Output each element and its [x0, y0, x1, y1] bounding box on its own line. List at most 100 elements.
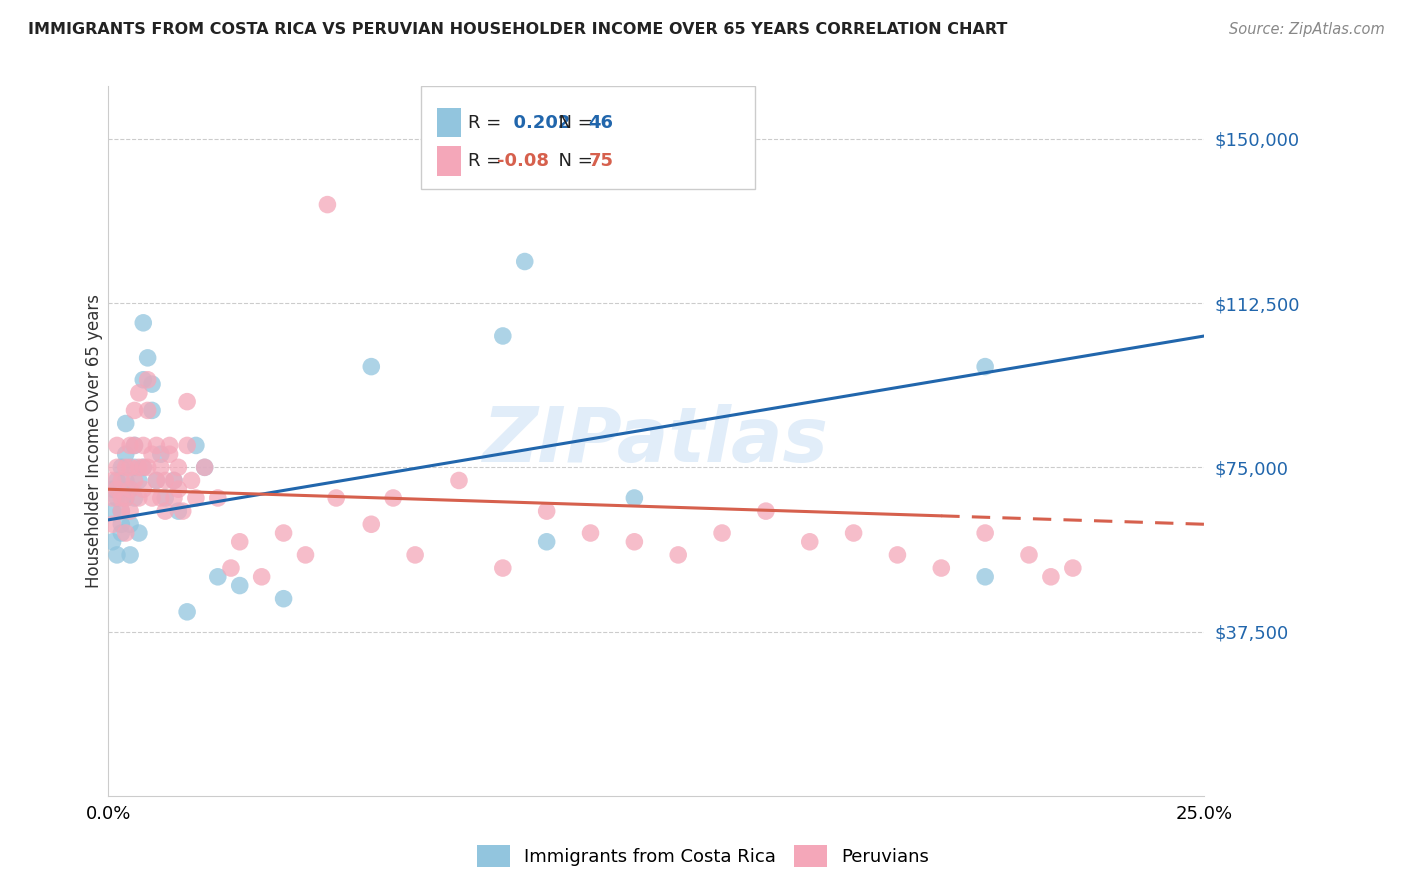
Point [136, 460, 159, 475]
Point [163, 474, 186, 488]
Text: Source: ZipAtlas.com: Source: ZipAtlas.com [1229, 22, 1385, 37]
Point [149, 491, 172, 505]
Point [101, 517, 124, 532]
Point [105, 460, 128, 475]
Point [382, 491, 405, 505]
Point [250, 570, 273, 584]
Point [141, 403, 163, 417]
Point [124, 474, 146, 488]
Point [136, 351, 159, 365]
Point [114, 474, 136, 488]
Point [114, 447, 136, 461]
Point [114, 417, 136, 431]
Text: N =: N = [547, 152, 598, 169]
Point [120, 438, 142, 452]
Point [110, 460, 132, 475]
Point [273, 591, 295, 606]
Point [128, 460, 150, 475]
Point [492, 561, 515, 575]
Point [974, 526, 997, 541]
Point [105, 474, 128, 488]
Point [886, 548, 908, 562]
Point [105, 548, 128, 562]
Point [167, 504, 190, 518]
Point [128, 385, 150, 400]
Point [207, 570, 229, 584]
Text: 0.202: 0.202 [501, 113, 569, 131]
Point [842, 526, 865, 541]
Point [167, 482, 190, 496]
Point [1039, 570, 1062, 584]
Point [159, 447, 181, 461]
Point [163, 491, 186, 505]
Point [294, 548, 316, 562]
FancyBboxPatch shape [437, 146, 461, 176]
Point [172, 504, 194, 518]
Point [149, 460, 172, 475]
Point [929, 561, 952, 575]
Text: 75: 75 [588, 152, 613, 169]
Point [207, 491, 229, 505]
Text: N =: N = [547, 113, 598, 131]
Point [194, 460, 217, 475]
Point [492, 329, 515, 343]
Point [101, 504, 124, 518]
Point [184, 438, 207, 452]
Point [136, 373, 159, 387]
Point [325, 491, 347, 505]
Point [1062, 561, 1084, 575]
FancyBboxPatch shape [437, 108, 461, 137]
Point [110, 491, 132, 505]
Point [167, 460, 190, 475]
Point [114, 460, 136, 475]
Point [755, 504, 778, 518]
Point [974, 570, 997, 584]
Point [124, 491, 146, 505]
Point [229, 534, 252, 549]
Text: R =: R = [468, 152, 506, 169]
Point [101, 491, 124, 505]
Text: -0.08: -0.08 [498, 152, 550, 169]
Point [124, 438, 146, 452]
Point [666, 548, 689, 562]
Point [120, 482, 142, 496]
Point [132, 460, 155, 475]
Point [536, 504, 558, 518]
Point [623, 491, 645, 505]
Point [176, 438, 198, 452]
Point [120, 460, 142, 475]
Point [194, 460, 217, 475]
Point [132, 438, 155, 452]
Point [124, 438, 146, 452]
Point [128, 526, 150, 541]
Point [153, 504, 176, 518]
Point [176, 605, 198, 619]
Point [163, 474, 186, 488]
Point [120, 504, 142, 518]
Point [184, 491, 207, 505]
Point [132, 373, 155, 387]
Point [120, 548, 142, 562]
Point [145, 474, 167, 488]
Point [114, 491, 136, 505]
Point [513, 254, 536, 268]
Point [132, 460, 155, 475]
Point [141, 377, 163, 392]
Point [114, 491, 136, 505]
Point [149, 447, 172, 461]
Text: IMMIGRANTS FROM COSTA RICA VS PERUVIAN HOUSEHOLDER INCOME OVER 65 YEARS CORRELAT: IMMIGRANTS FROM COSTA RICA VS PERUVIAN H… [28, 22, 1008, 37]
Legend: Immigrants from Costa Rica, Peruvians: Immigrants from Costa Rica, Peruvians [470, 838, 936, 874]
Point [799, 534, 821, 549]
Point [124, 460, 146, 475]
Point [110, 504, 132, 518]
Point [136, 403, 159, 417]
Point [360, 359, 382, 374]
Point [105, 438, 128, 452]
Point [360, 517, 382, 532]
Point [711, 526, 734, 541]
Point [974, 359, 997, 374]
Point [176, 394, 198, 409]
Point [132, 316, 155, 330]
Point [141, 491, 163, 505]
FancyBboxPatch shape [420, 87, 755, 189]
